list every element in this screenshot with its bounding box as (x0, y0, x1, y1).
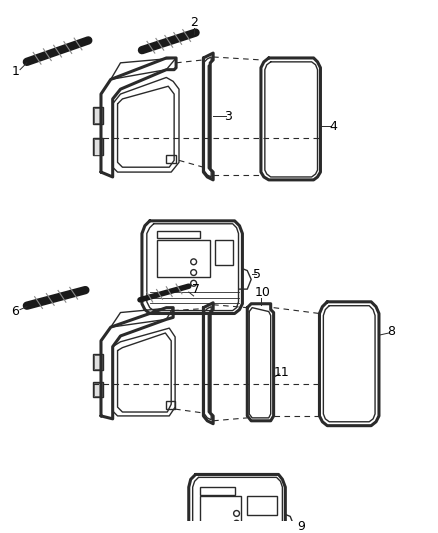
Bar (201, 496, 241, 527)
Text: 9: 9 (297, 520, 305, 532)
Bar (93, 354, 103, 370)
Bar (156, 240, 210, 277)
Bar (94, 139, 102, 155)
Bar (93, 138, 103, 156)
Text: 3: 3 (224, 110, 232, 123)
Bar (201, 487, 235, 495)
Bar (247, 496, 276, 515)
Text: 6: 6 (11, 305, 19, 318)
Text: 8: 8 (387, 325, 395, 337)
Text: 1: 1 (11, 65, 19, 78)
Bar (156, 231, 201, 238)
Text: 11: 11 (274, 366, 289, 378)
Text: 4: 4 (329, 120, 337, 133)
Bar (94, 356, 102, 369)
Text: 7: 7 (191, 282, 200, 296)
Bar (94, 108, 102, 123)
Bar (94, 383, 102, 397)
Text: 2: 2 (190, 17, 198, 29)
Text: 5: 5 (253, 268, 261, 281)
Bar (166, 156, 176, 163)
Bar (215, 240, 233, 265)
Bar (166, 401, 175, 409)
Bar (93, 107, 103, 124)
Text: 10: 10 (255, 286, 271, 298)
Bar (93, 382, 103, 398)
